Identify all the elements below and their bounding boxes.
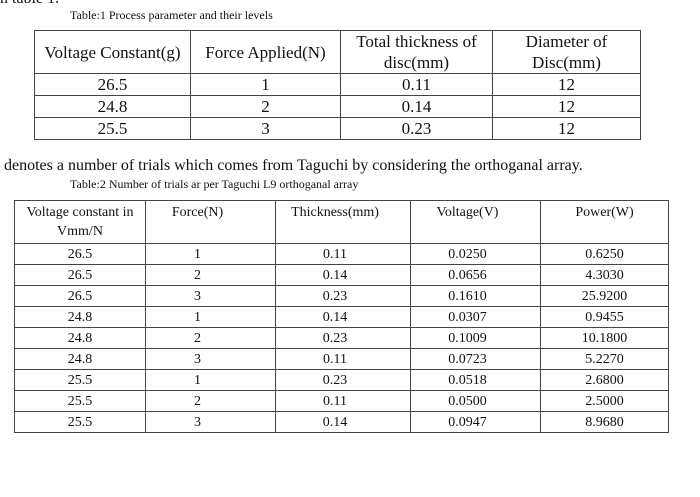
table-row: 24.8 2 0.14 12 bbox=[34, 95, 641, 118]
table-cell: 0.23 bbox=[275, 285, 411, 307]
table-cell: 0.14 bbox=[340, 95, 493, 118]
table-cell: 12 bbox=[492, 95, 641, 118]
table-cell: 3 bbox=[190, 117, 341, 140]
table-cell: 24.8 bbox=[34, 95, 191, 118]
header-cell: Force(N) bbox=[145, 200, 276, 244]
table-cell: 2.6800 bbox=[540, 369, 669, 391]
header-cell: Total thickness of disc(mm) bbox=[340, 30, 493, 74]
table-cell: 25.5 bbox=[14, 369, 146, 391]
table-row: 24.8 3 0.11 0.0723 5.2270 bbox=[14, 348, 669, 370]
table-row: 25.5 3 0.23 12 bbox=[34, 117, 641, 140]
table-cell: 0.0518 bbox=[410, 369, 541, 391]
header-row: Voltage constant in Vmm/N Force(N) Thickne… bbox=[14, 200, 669, 244]
table-cell: 3 bbox=[145, 411, 276, 433]
table-cell: 0.0250 bbox=[410, 243, 541, 265]
table-cell: 24.8 bbox=[14, 348, 146, 370]
table-cell: 0.23 bbox=[275, 369, 411, 391]
table-row: 25.5 2 0.11 0.0500 2.5000 bbox=[14, 390, 669, 412]
table-cell: 10.1800 bbox=[540, 327, 669, 349]
header-cell: Power(W) bbox=[540, 200, 669, 244]
table-row: 26.5 1 0.11 12 bbox=[34, 73, 641, 96]
table-cell: 2 bbox=[145, 390, 276, 412]
table-cell: 25.5 bbox=[34, 117, 191, 140]
table-caption: Table:1 Process parameter and their leve… bbox=[70, 8, 273, 22]
table-cell: 26.5 bbox=[14, 264, 146, 286]
header-cell: Voltage Constant(g) bbox=[34, 30, 191, 74]
table-cell: 0.23 bbox=[275, 327, 411, 349]
table-cell: 0.0723 bbox=[410, 348, 541, 370]
table-cell: 0.0500 bbox=[410, 390, 541, 412]
table-cell: 3 bbox=[145, 348, 276, 370]
table-cell: 2.5000 bbox=[540, 390, 669, 412]
table-cell: 2 bbox=[145, 264, 276, 286]
header-cell: Diameter of Disc(mm) bbox=[492, 30, 641, 74]
sentence: denotes a number of trials which comes f… bbox=[4, 157, 583, 174]
table-cell: 1 bbox=[190, 73, 341, 96]
table-cell: 1 bbox=[145, 306, 276, 328]
table-cell: 0.0656 bbox=[410, 264, 541, 286]
table-cell: 12 bbox=[492, 73, 641, 96]
table-cell: 0.0307 bbox=[410, 306, 541, 328]
table-cell: 3 bbox=[145, 285, 276, 307]
header-cell: Voltage(V) bbox=[410, 200, 541, 244]
table-row: 25.5 1 0.23 0.0518 2.6800 bbox=[14, 369, 669, 391]
header-cell: Thickness(mm) bbox=[275, 200, 411, 244]
table-cell: 4.3030 bbox=[540, 264, 669, 286]
header-cell: Voltage constant in Vmm/N bbox=[14, 200, 146, 244]
table-cell: 24.8 bbox=[14, 306, 146, 328]
table-cell: 24.8 bbox=[14, 327, 146, 349]
table-cell: 1 bbox=[145, 369, 276, 391]
table-cell: 26.5 bbox=[34, 73, 191, 96]
table-cell: 0.14 bbox=[275, 411, 411, 433]
table-cell: 0.11 bbox=[275, 243, 411, 265]
table-row: 26.5 2 0.14 0.0656 4.3030 bbox=[14, 264, 669, 286]
table-cell: 5.2270 bbox=[540, 348, 669, 370]
table-cell: 1 bbox=[145, 243, 276, 265]
table-cell: 25.5 bbox=[14, 411, 146, 433]
header-row: Voltage Constant(g) Force Applied(N) Total… bbox=[34, 30, 641, 74]
table-cell: 0.23 bbox=[340, 117, 493, 140]
table-cell: 0.1610 bbox=[410, 285, 541, 307]
table-cell: 25.5 bbox=[14, 390, 146, 412]
table-cell: 0.1009 bbox=[410, 327, 541, 349]
table-cell: 12 bbox=[492, 117, 641, 140]
table-cell: 2 bbox=[145, 327, 276, 349]
table: Voltage Constant(g) Force Applied(N) Total… bbox=[34, 30, 641, 140]
table-cell: 8.9680 bbox=[540, 411, 669, 433]
table-row: 25.5 3 0.14 0.0947 8.9680 bbox=[14, 411, 669, 433]
table-cell: 2 bbox=[190, 95, 341, 118]
table-row: 26.5 1 0.11 0.0250 0.6250 bbox=[14, 243, 669, 265]
table-cell: 0.14 bbox=[275, 264, 411, 286]
header-cell: Force Applied(N) bbox=[190, 30, 341, 74]
table-row: 24.8 2 0.23 0.1009 10.1800 bbox=[14, 327, 669, 349]
table-row: 26.5 3 0.23 0.1610 25.9200 bbox=[14, 285, 669, 307]
table-cell: 0.6250 bbox=[540, 243, 669, 265]
table-cell: 0.9455 bbox=[540, 306, 669, 328]
top-text: n table 1. bbox=[0, 0, 59, 8]
table-cell: 0.0947 bbox=[410, 411, 541, 433]
table-cell: 0.11 bbox=[275, 348, 411, 370]
table-cell: 26.5 bbox=[14, 243, 146, 265]
table-cell: 0.14 bbox=[275, 306, 411, 328]
table-cell: 26.5 bbox=[14, 285, 146, 307]
table: Voltage constant in Vmm/N Force(N) Thickne… bbox=[14, 200, 669, 433]
table-cell: 25.9200 bbox=[540, 285, 669, 307]
table-cell: 0.11 bbox=[275, 390, 411, 412]
table-caption: Table:2 Number of trials ar per Taguchi … bbox=[70, 177, 359, 191]
table-cell: 0.11 bbox=[340, 73, 493, 96]
table-row: 24.8 1 0.14 0.0307 0.9455 bbox=[14, 306, 669, 328]
